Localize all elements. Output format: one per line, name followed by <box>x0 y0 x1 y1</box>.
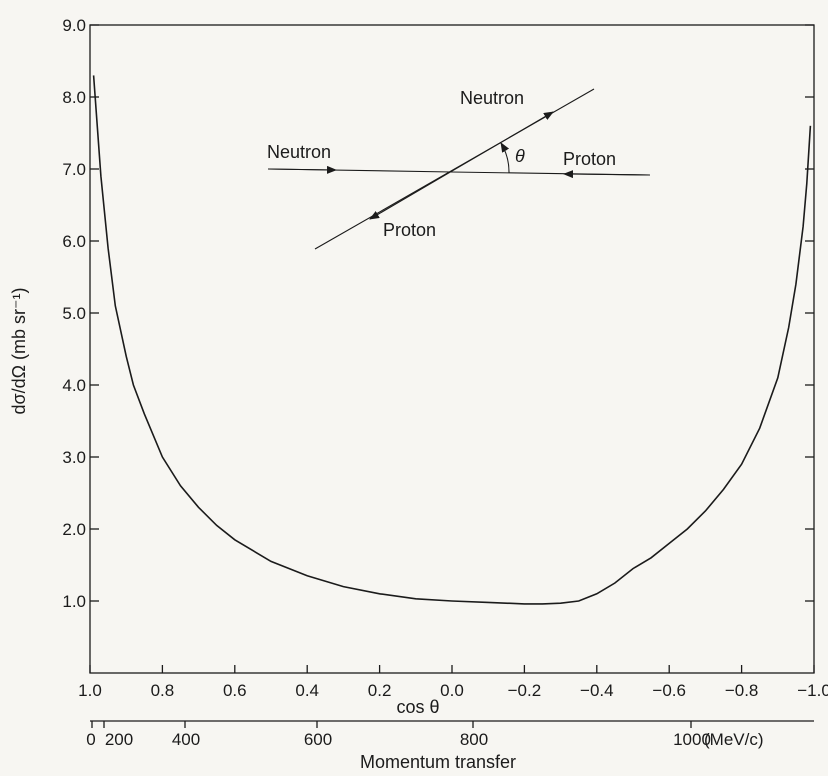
label-scattered-proton: Proton <box>383 220 436 240</box>
momentum-tick-label: 1000 <box>673 730 711 749</box>
y-tick-label: 7.0 <box>62 160 86 179</box>
label-incoming-proton: Proton <box>563 149 616 169</box>
x-axis-ticks: 1.0 0.8 0.6 0.4 0.2 0.0 −0.2 −0.4 −0.6 −0.8 −1.0 <box>78 665 828 700</box>
label-angle-theta: θ <box>515 146 525 166</box>
momentum-tick-label: 800 <box>460 730 488 749</box>
momentum-axis-label: Momentum transfer <box>360 752 516 772</box>
x-tick-label: −0.4 <box>580 681 614 700</box>
plot-frame <box>89 24 815 674</box>
x-tick-label: −0.2 <box>508 681 542 700</box>
proton-arrowhead <box>563 170 651 179</box>
y-tick-label: 3.0 <box>62 448 86 467</box>
angle-arc <box>500 142 510 174</box>
x-tick-label: 0.4 <box>295 681 319 700</box>
x-axis-label: cos θ <box>396 697 439 717</box>
momentum-unit-label: (MeV/c) <box>704 730 764 749</box>
momentum-tick-label: 400 <box>172 730 200 749</box>
y-tick-label: 8.0 <box>62 88 86 107</box>
scattered-proton-arrowhead <box>369 170 453 220</box>
y-tick-label: 6.0 <box>62 232 86 251</box>
x-tick-label: 0.6 <box>223 681 247 700</box>
plot-border <box>89 24 815 674</box>
x-tick-label: 0.0 <box>440 681 464 700</box>
x-tick-label: 1.0 <box>78 681 102 700</box>
y-tick-label: 1.0 <box>62 592 86 611</box>
momentum-tick-label: 200 <box>105 730 133 749</box>
x-tick-label: −0.6 <box>652 681 686 700</box>
label-incoming-neutron: Neutron <box>267 142 331 162</box>
y-tick-label: 2.0 <box>62 520 86 539</box>
x-tick-label: −1.0 <box>797 681 828 700</box>
momentum-tick-label: 600 <box>304 730 332 749</box>
scattered-neutron-arrowhead <box>451 111 554 172</box>
y-tick-label: 4.0 <box>62 376 86 395</box>
x-tick-label: −0.8 <box>725 681 759 700</box>
scattering-diagram: Neutron Proton Neutron Proton θ <box>267 88 651 250</box>
y-axis-ticks: 1.0 2.0 3.0 4.0 5.0 6.0 7.0 8.0 9.0 <box>62 16 814 611</box>
x-tick-label: 0.2 <box>368 681 392 700</box>
y-tick-label: 5.0 <box>62 304 86 323</box>
momentum-axis: 0 200 400 600 800 1000(MeV/c) <box>86 720 814 749</box>
y-tick-label: 9.0 <box>62 16 86 35</box>
cross-section-curve <box>92 75 812 605</box>
cross-section-curve-layer <box>92 75 812 605</box>
neutron-arrowhead <box>267 165 337 174</box>
x-tick-label: 0.8 <box>151 681 175 700</box>
momentum-tick-label: 0 <box>86 730 95 749</box>
label-scattered-neutron: Neutron <box>460 88 524 108</box>
y-axis-label: dσ/dΩ (mb sr⁻¹) <box>9 287 29 414</box>
